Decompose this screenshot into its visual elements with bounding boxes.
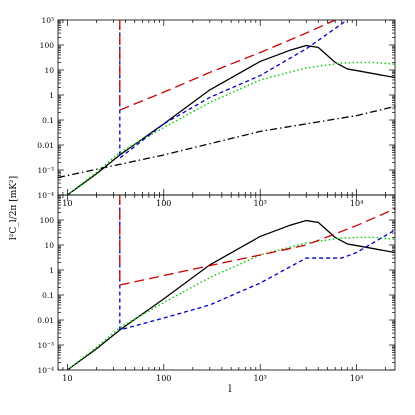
plot-frame — [57, 194, 396, 371]
plot-frame — [57, 19, 396, 196]
y-tick-label: 1 — [49, 91, 54, 100]
y-tick-label: 1 — [49, 266, 54, 275]
y-tick-label: 10⁻³ — [37, 166, 54, 175]
y-tick-label: 10 — [44, 66, 54, 75]
x-tick-label: 10 — [62, 374, 72, 383]
series-line-4 — [119, 20, 336, 111]
series-line-3 — [119, 200, 395, 331]
x-tick-label: 10³ — [254, 374, 267, 383]
panel-top: 10 100 10³ 10⁴ 10⁻⁴ 10⁻³ 0.01 0.1 1 10 100 10³ — [37, 16, 396, 208]
series-line-2 — [66, 61, 395, 195]
y-tick-label: 100 — [40, 216, 55, 225]
x-tick-label: 10⁴ — [350, 374, 363, 383]
series-line-2 — [66, 236, 395, 370]
y-tick-label: 10 — [44, 241, 54, 250]
y-tick-label: 10⁻³ — [37, 341, 54, 350]
x-axis-label: l — [228, 384, 231, 395]
y-tick-label: 100 — [40, 41, 55, 50]
y-tick-label: 10³ — [41, 16, 54, 25]
y-axis-label: l²C_l/2π [mK²] — [9, 176, 19, 240]
series-group — [66, 195, 395, 370]
x-tick-label: 10 — [62, 199, 72, 208]
x-tick-label: 100 — [156, 374, 171, 383]
series-line-5 — [58, 105, 395, 179]
y-tick-label: 10⁻⁴ — [37, 191, 54, 200]
panel-bottom: 10 100 10³ 10⁴ 10⁻⁴ 10⁻³ 0.01 0.1 1 10 100 — [37, 194, 396, 383]
x-tick-label: 100 — [156, 199, 171, 208]
series-line-3 — [119, 20, 348, 159]
y-tick-label: 0.01 — [37, 316, 54, 325]
y-tick-label: 0.01 — [37, 141, 54, 150]
x-tick-label: 10³ — [254, 199, 267, 208]
x-tick-label: 10⁴ — [350, 199, 363, 208]
y-tick-label: 0.1 — [42, 116, 54, 125]
series-line-1 — [66, 44, 395, 195]
series-line-4 — [119, 195, 395, 286]
y-tick-label: 0.1 — [42, 291, 54, 300]
series-group — [58, 20, 395, 195]
y-tick-label: 10⁻⁴ — [37, 366, 54, 375]
